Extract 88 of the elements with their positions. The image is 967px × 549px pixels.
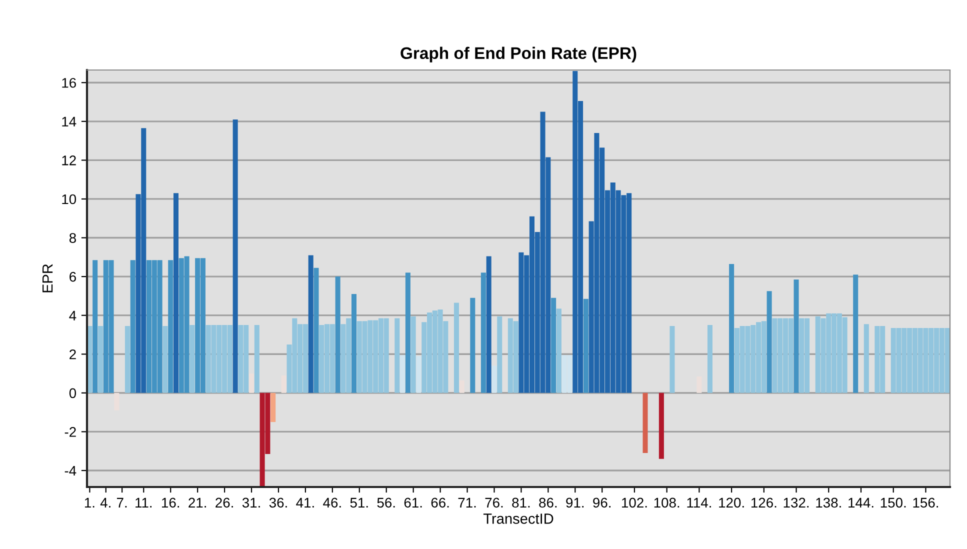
y-tick-label: 6 (70, 272, 76, 282)
bar (658, 392, 664, 459)
x-tick-label: 16. (162, 498, 179, 508)
x-tick-label: 41. (296, 498, 314, 508)
x-tick-label: 1. (84, 498, 94, 508)
y-tick-label: 0 (69, 388, 76, 398)
bar (249, 374, 254, 393)
y-tick-label: 14 (62, 116, 76, 126)
x-tick-label: 46. (323, 498, 341, 508)
bar (314, 268, 319, 393)
y-tick-label: 2 (70, 349, 76, 360)
x-tick-label: 108. (654, 498, 680, 508)
y-tick-label: 16 (62, 78, 76, 88)
bar (168, 260, 174, 393)
x-tick-label: 81. (512, 498, 530, 508)
x-tick-label: 96. (593, 498, 610, 508)
x-tick-label: 51. (350, 498, 368, 508)
x-tick-label: 126. (751, 498, 776, 508)
bar (400, 355, 406, 393)
bar (766, 291, 772, 393)
x-tick-label: 71. (458, 498, 476, 508)
x-tick-label: 150. (880, 498, 906, 508)
bar (270, 392, 276, 422)
bar (454, 302, 459, 393)
x-tick-label: 56. (377, 498, 395, 508)
x-axis-title: TransectID (483, 514, 554, 524)
bar (864, 324, 869, 393)
bar (410, 316, 416, 393)
bar (394, 318, 400, 393)
bar (130, 260, 136, 393)
bar (480, 272, 486, 393)
y-tick-label: -4 (64, 466, 76, 476)
bar (486, 256, 492, 393)
x-tick-label: 36. (269, 498, 287, 508)
bar (497, 316, 502, 393)
bar (459, 380, 464, 393)
bar (124, 326, 130, 393)
x-tick-label: 86. (539, 498, 557, 508)
bar (114, 392, 120, 410)
x-tick-label: 138. (816, 498, 841, 508)
bar (670, 326, 675, 393)
x-tick-label: 156. (913, 498, 938, 508)
bar (308, 255, 314, 393)
x-tick-label: 7. (116, 498, 127, 508)
bar (92, 260, 98, 393)
y-tick-label: -2 (64, 427, 76, 437)
y-axis-title: EPR (42, 264, 53, 292)
y-tick-label: 12 (62, 156, 76, 166)
bar (405, 272, 410, 393)
x-tick-label: 132. (784, 498, 809, 508)
bar (551, 298, 556, 393)
bar (729, 264, 734, 393)
bar (556, 308, 562, 393)
bar (642, 392, 648, 454)
bar (707, 325, 712, 393)
bar (351, 294, 356, 393)
x-tick-label: 26. (216, 498, 233, 508)
y-tick-label: 10 (62, 194, 76, 204)
bar (470, 298, 476, 393)
bar (162, 326, 168, 393)
bar (173, 193, 179, 393)
bar (794, 279, 799, 393)
bar (583, 298, 588, 393)
bar (416, 356, 422, 393)
x-tick-label: 102. (622, 498, 647, 508)
bar (254, 325, 260, 393)
x-tick-label: 66. (431, 498, 449, 508)
x-tick-label: 76. (485, 498, 503, 508)
bar (190, 325, 195, 393)
y-tick-label: 8 (69, 233, 76, 243)
bar (335, 276, 340, 393)
bar (853, 274, 858, 393)
x-tick-label: 114. (687, 498, 711, 508)
x-tick-label: 11. (136, 498, 152, 508)
x-tick-label: 21. (188, 498, 206, 508)
x-tick-label: 91. (566, 498, 584, 508)
bar (98, 326, 103, 393)
x-tick-label: 4. (100, 498, 110, 508)
y-tick-label: 4 (69, 310, 76, 320)
x-tick-label: 61. (404, 498, 422, 508)
bar (232, 119, 238, 393)
x-tick-label: 31. (242, 498, 260, 508)
bar (492, 366, 497, 393)
bar (696, 376, 702, 393)
x-tick-label: 144. (848, 498, 874, 508)
chart-title: Graph of End Poin Rate (EPR) (400, 46, 636, 62)
x-tick-label: 120. (719, 498, 744, 508)
bar (281, 375, 286, 393)
